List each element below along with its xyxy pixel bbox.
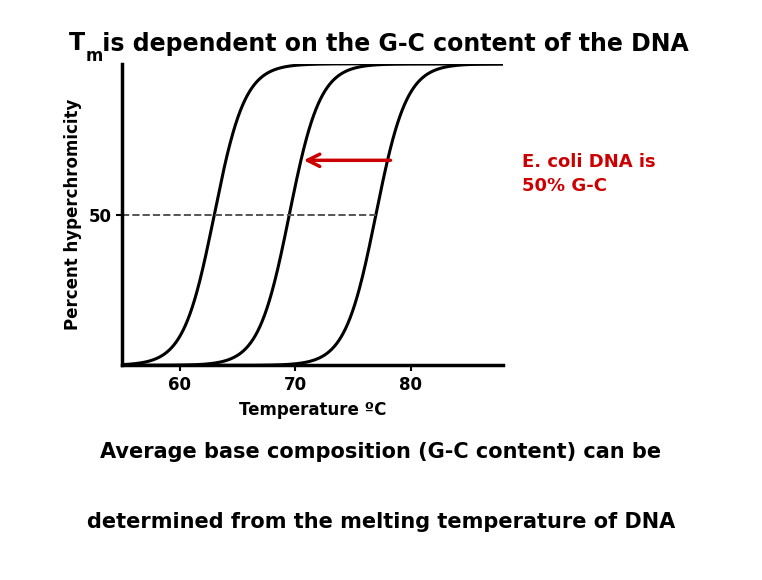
- Y-axis label: Percent hyperchromicity: Percent hyperchromicity: [63, 99, 82, 330]
- X-axis label: Temperature ºC: Temperature ºC: [239, 401, 386, 419]
- Text: E. coli DNA is
50% G-C: E. coli DNA is 50% G-C: [522, 153, 655, 195]
- Text: determined from the melting temperature of DNA: determined from the melting temperature …: [87, 512, 675, 532]
- Text: T: T: [69, 31, 85, 56]
- Text: is dependent on the G-C content of the DNA: is dependent on the G-C content of the D…: [94, 31, 690, 56]
- Text: Average base composition (G-C content) can be: Average base composition (G-C content) c…: [101, 443, 661, 462]
- Text: m: m: [85, 47, 103, 66]
